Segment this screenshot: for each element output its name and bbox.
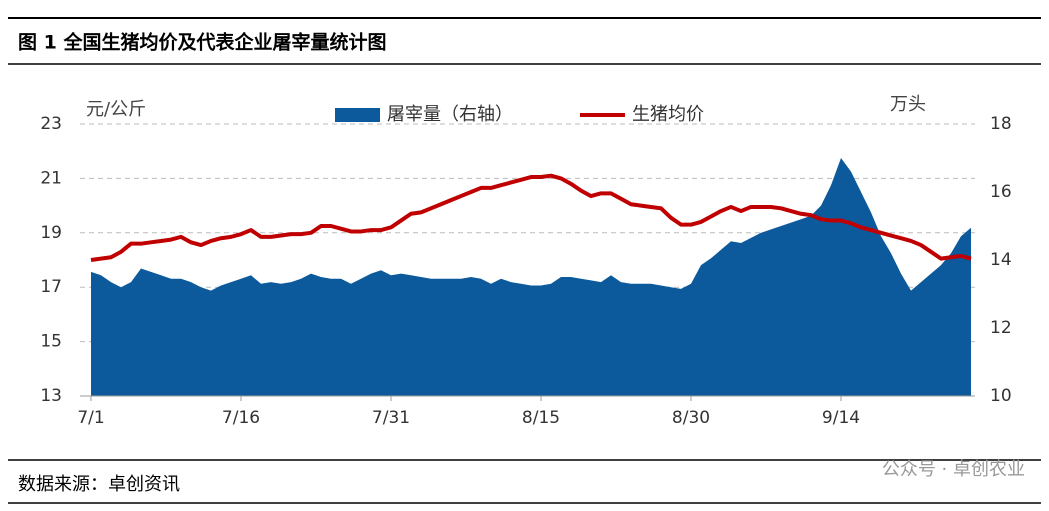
y-tick-label: 15 [40,332,62,352]
area [91,158,971,396]
x-tick-label: 7/31 [372,408,410,428]
y-tick-label: 21 [40,168,62,188]
line [90,173,972,262]
x-tick-label: 9/14 [822,408,860,428]
y-axis-unit: 元/公斤 [86,99,146,120]
x-tick-label: 8/30 [672,408,710,428]
y2-tick-label: 16 [990,182,1012,202]
y2-tick-label: 12 [990,318,1012,338]
y2-tick-label: 10 [990,386,1012,406]
y-tick-label: 17 [40,277,62,297]
y2-tick-label: 14 [990,250,1012,270]
watermark: 公众号 · 卓创农业 [882,459,1025,480]
y2-tick-label: 18 [990,114,1012,134]
y-tick-label: 13 [40,386,62,406]
legend-swatch [335,108,380,122]
x-tick-label: 7/16 [222,408,260,428]
chart-title: 图 1 全国生猪均价及代表企业屠宰量统计图 [18,31,386,54]
legend-label: 屠宰量（右轴） [387,104,513,125]
y2-axis-unit: 万头 [890,94,926,115]
source: 数据来源：卓创资讯 [18,474,180,495]
x-tick-label: 7/1 [77,408,104,428]
legend-label: 生猪均价 [632,104,704,125]
y-tick-label: 19 [40,223,62,243]
x-tick-label: 8/15 [522,408,560,428]
y-tick-label: 23 [40,114,62,134]
